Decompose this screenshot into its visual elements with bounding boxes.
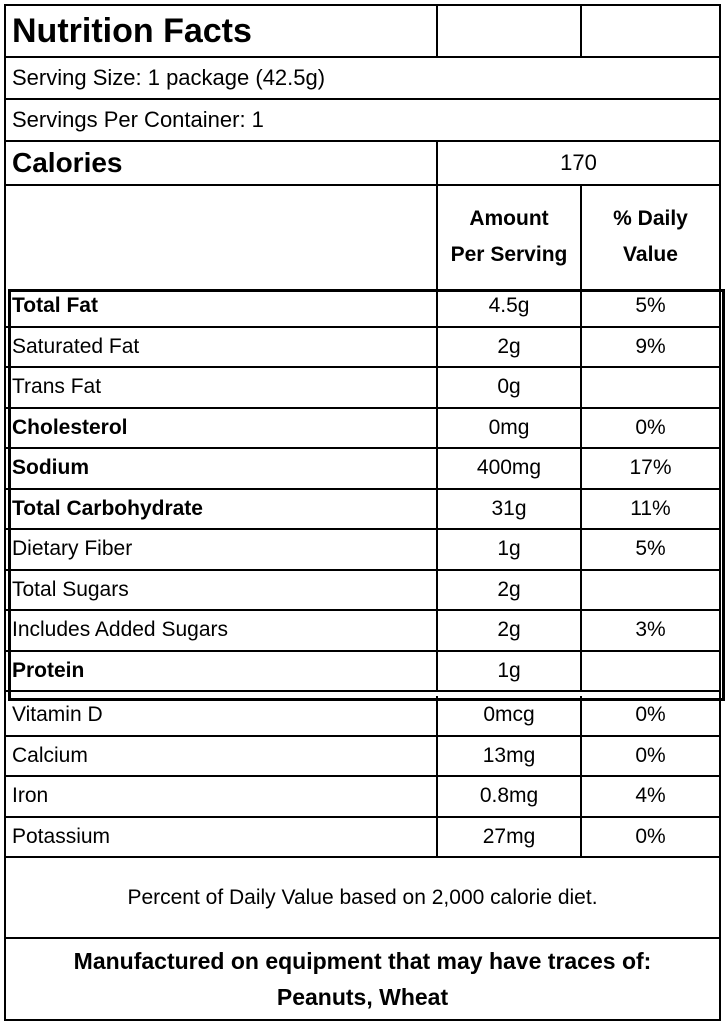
nutrient-daily-value: 5%	[580, 530, 719, 569]
daily-value-footnote: Percent of Daily Value based on 2,000 ca…	[127, 885, 598, 909]
allergen-list: Peanuts, Wheat	[276, 984, 449, 1010]
title-row: Nutrition Facts	[6, 6, 719, 58]
nutrients-row-total-carbohydrate: Total Carbohydrate 31g 11%	[6, 489, 719, 530]
nutrient-name: Total Carbohydrate	[12, 496, 203, 520]
nutrient-daily-value: 11%	[580, 489, 719, 528]
nutrient-name: Sodium	[12, 456, 89, 480]
amount-header: Amount Per Serving	[436, 186, 580, 287]
servings-per-container-row: Servings Per Container: 1	[6, 100, 719, 142]
nutrients-row-cholesterol: Cholesterol 0mg 0%	[6, 408, 719, 449]
nutrient-name: Protein	[12, 658, 85, 682]
vitamins-row-potassium: Potassium 27mg 0%	[6, 817, 719, 858]
nutrient-name: Total Fat	[12, 294, 98, 318]
nutrient-amount: 0g	[436, 368, 580, 407]
nutrient-daily-value: 0%	[580, 696, 719, 735]
serving-size-row: Serving Size: 1 package (42.5g)	[6, 58, 719, 100]
nutrient-daily-value: 0%	[580, 736, 719, 775]
title-empty-cell-2	[580, 6, 719, 56]
calories-label: Calories	[12, 147, 123, 178]
nutrient-daily-value: 9%	[580, 327, 719, 366]
nutrient-amount: 0mcg	[436, 696, 580, 735]
nutrient-daily-value: 4%	[580, 777, 719, 816]
vitamins-row-vitamin-d: Vitamin D 0mcg 0%	[6, 696, 719, 737]
nutrition-label: Nutrition Facts Serving Size: 1 package …	[4, 4, 725, 1021]
nutrients-row-includes-added-sugars: Includes Added Sugars 2g 3%	[6, 611, 719, 652]
nutrient-daily-value	[580, 651, 719, 690]
nutrient-name: Dietary Fiber	[12, 537, 133, 561]
nutrient-daily-value: 0%	[580, 408, 719, 447]
nutrient-name: Includes Added Sugars	[12, 618, 228, 642]
nutrients-row-total-sugars: Total Sugars 2g	[6, 570, 719, 611]
nutrients-row-total-fat: Total Fat 4.5g 5%	[6, 287, 719, 328]
nutrient-name: Vitamin D	[12, 703, 103, 727]
nutrient-name: Potassium	[12, 824, 111, 848]
amount-header-line2: Per Serving	[450, 242, 568, 266]
daily-value-header: % Daily Value	[580, 186, 719, 287]
label-title: Nutrition Facts	[12, 11, 252, 50]
calories-value: 170	[436, 142, 719, 184]
header-empty-cell	[6, 186, 436, 287]
allergen-statement: Manufactured on equipment that may have …	[73, 948, 652, 974]
nutrients-row-protein: Protein 1g	[6, 651, 719, 692]
nutrient-name: Iron	[12, 784, 49, 808]
nutrient-amount: 0mg	[436, 408, 580, 447]
nutrient-amount: 27mg	[436, 817, 580, 856]
footnote-row: Percent of Daily Value based on 2,000 ca…	[6, 858, 719, 939]
amount-header-line1: Amount	[469, 206, 549, 230]
nutrients-row-dietary-fiber: Dietary Fiber 1g 5%	[6, 530, 719, 571]
vitamins-row-iron: Iron 0.8mg 4%	[6, 777, 719, 818]
nutrient-amount: 13mg	[436, 736, 580, 775]
nutrient-amount: 31g	[436, 489, 580, 528]
nutrients-row-sodium: Sodium 400mg 17%	[6, 449, 719, 490]
vitamins-row-calcium: Calcium 13mg 0%	[6, 736, 719, 777]
nutrient-amount: 0.8mg	[436, 777, 580, 816]
nutrient-name: Total Sugars	[12, 577, 129, 601]
allergen-row: Manufactured on equipment that may have …	[6, 939, 719, 1019]
daily-value-header-line1: % Daily	[613, 206, 688, 230]
nutrient-name: Calcium	[12, 743, 88, 767]
nutrient-amount: 1g	[436, 530, 580, 569]
servings-per-container: Servings Per Container: 1	[12, 107, 264, 132]
nutrient-daily-value	[580, 570, 719, 609]
nutrients-row-trans-fat: Trans Fat 0g	[6, 368, 719, 409]
nutrient-name: Cholesterol	[12, 415, 128, 439]
nutrient-daily-value: 0%	[580, 817, 719, 856]
daily-value-header-line2: Value	[623, 242, 678, 266]
nutrient-amount: 1g	[436, 651, 580, 690]
column-header-row: Amount Per Serving % Daily Value	[6, 186, 719, 287]
nutrient-name: Trans Fat	[12, 375, 102, 399]
nutrient-amount: 2g	[436, 327, 580, 366]
nutrient-daily-value: 5%	[580, 287, 719, 326]
nutrient-name: Saturated Fat	[12, 334, 140, 358]
nutrient-daily-value: 17%	[580, 449, 719, 488]
nutrient-amount: 2g	[436, 570, 580, 609]
nutrient-daily-value: 3%	[580, 611, 719, 650]
nutrients-row-saturated-fat: Saturated Fat 2g 9%	[6, 327, 719, 368]
nutrient-amount: 400mg	[436, 449, 580, 488]
nutrient-daily-value	[580, 368, 719, 407]
title-empty-cell-1	[436, 6, 580, 56]
calories-row: Calories 170	[6, 142, 719, 186]
nutrient-amount: 2g	[436, 611, 580, 650]
serving-size: Serving Size: 1 package (42.5g)	[12, 65, 326, 90]
nutrient-amount: 4.5g	[436, 287, 580, 326]
